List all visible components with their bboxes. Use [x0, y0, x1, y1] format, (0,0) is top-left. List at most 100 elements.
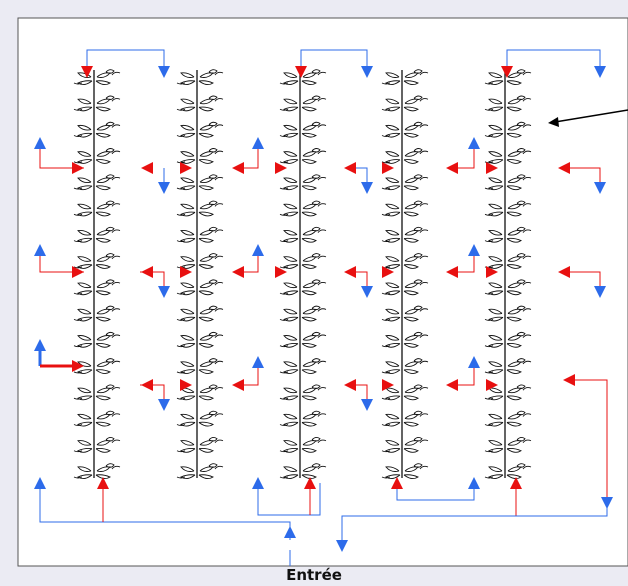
leaf-pair [279, 384, 327, 401]
inlet-label: Entrée [286, 566, 342, 584]
red-arrow-right [382, 379, 394, 391]
leaf-pair [176, 69, 224, 86]
leaf-pair [381, 200, 429, 217]
leaf-pair [176, 305, 224, 322]
leaf-pair [176, 148, 224, 164]
leaf-pair [484, 279, 532, 296]
leaf-pair [73, 148, 121, 164]
red-arrow-right [486, 266, 498, 278]
leaf-pair [484, 174, 532, 191]
leaf-pair [73, 121, 121, 138]
leaf-pair [381, 463, 429, 480]
red-arrow-left [446, 162, 458, 174]
leaf-pair [176, 200, 224, 217]
leaf-pair [484, 410, 532, 427]
blue-arrow-up [252, 356, 264, 368]
leaf-pair [176, 174, 224, 191]
red-arrow-down [501, 66, 513, 78]
red-arrow-up [391, 477, 403, 489]
leaf-pair [176, 437, 224, 453]
red-flow-line [570, 379, 608, 500]
red-arrow-up [510, 477, 522, 489]
pointer-line [554, 109, 628, 123]
leaf-pair [279, 437, 327, 453]
red-arrow-right [382, 162, 394, 174]
blue-flow-line [341, 508, 608, 545]
red-arrow-right [486, 379, 498, 391]
leaf-pair [279, 358, 327, 374]
blue-arrow-down [158, 182, 170, 194]
blue-arrow-down [594, 182, 606, 194]
red-arrow-left [141, 379, 153, 391]
red-arrow-up [304, 477, 316, 489]
blue-flow-line [86, 49, 165, 72]
pointer-arrowhead [548, 117, 559, 127]
blue-arrow-up [468, 356, 480, 368]
leaf-pair [279, 95, 327, 112]
leaf-pair [279, 331, 327, 348]
red-arrow-left [344, 379, 356, 391]
blue-arrow-down [361, 286, 373, 298]
blue-arrow-down [601, 497, 613, 509]
blue-arrow-down [158, 399, 170, 411]
blue-flow-line [300, 49, 368, 72]
red-arrow-left [141, 162, 153, 174]
blue-arrow-up [252, 137, 264, 149]
red-arrow-left [563, 374, 575, 386]
leaf-pair [279, 200, 327, 217]
blue-flow-line [257, 483, 321, 516]
leaf-pair [73, 174, 121, 191]
blue-arrow-up [34, 339, 46, 351]
plant-columns [73, 69, 532, 480]
leaf-pair [73, 95, 121, 112]
leaf-pair [381, 279, 429, 296]
red-arrow-right [275, 162, 287, 174]
leaf-pair [381, 437, 429, 453]
blue-arrow-down [594, 66, 606, 78]
leaf-pair [484, 358, 532, 374]
red-arrow-left [232, 162, 244, 174]
blue-arrow-down [594, 286, 606, 298]
leaf-pair [176, 95, 224, 112]
leaf-pair [73, 200, 121, 217]
leaf-pair [484, 148, 532, 164]
leaf-pair [73, 305, 121, 322]
blue-arrow-up [468, 137, 480, 149]
diagram-frame [17, 17, 628, 567]
red-arrow-left [446, 379, 458, 391]
blue-arrow-up [34, 244, 46, 256]
red-arrow-left [232, 266, 244, 278]
blue-arrow-up [468, 477, 480, 489]
red-flow-line [39, 250, 84, 273]
red-flow-line [240, 143, 259, 169]
plant-column [484, 69, 532, 480]
blue-arrow-up [284, 526, 296, 538]
leaf-pair [279, 226, 327, 243]
blue-arrow-down [361, 66, 373, 78]
leaf-pair [381, 174, 429, 191]
leaf-pair [279, 174, 327, 191]
blue-arrow-up [252, 244, 264, 256]
red-flow-line [560, 167, 601, 188]
plant-column [279, 69, 327, 480]
red-arrow-left [344, 266, 356, 278]
red-arrow-right [180, 266, 192, 278]
leaf-pair [381, 226, 429, 243]
leaf-pair [279, 69, 327, 86]
red-arrow-right [72, 360, 84, 372]
red-flow-line [455, 362, 475, 386]
red-flow-line [355, 384, 368, 405]
red-arrow-left [446, 266, 458, 278]
blue-flow-line [396, 483, 475, 501]
leaf-pair [176, 463, 224, 480]
red-arrow-left [558, 266, 570, 278]
red-arrow-left [558, 162, 570, 174]
leaf-pair [73, 279, 121, 296]
flow-arrows [34, 66, 628, 552]
red-flow-line [240, 250, 259, 273]
leaf-pair [484, 305, 532, 322]
blue-arrow-up [468, 244, 480, 256]
leaf-pair [279, 121, 327, 138]
